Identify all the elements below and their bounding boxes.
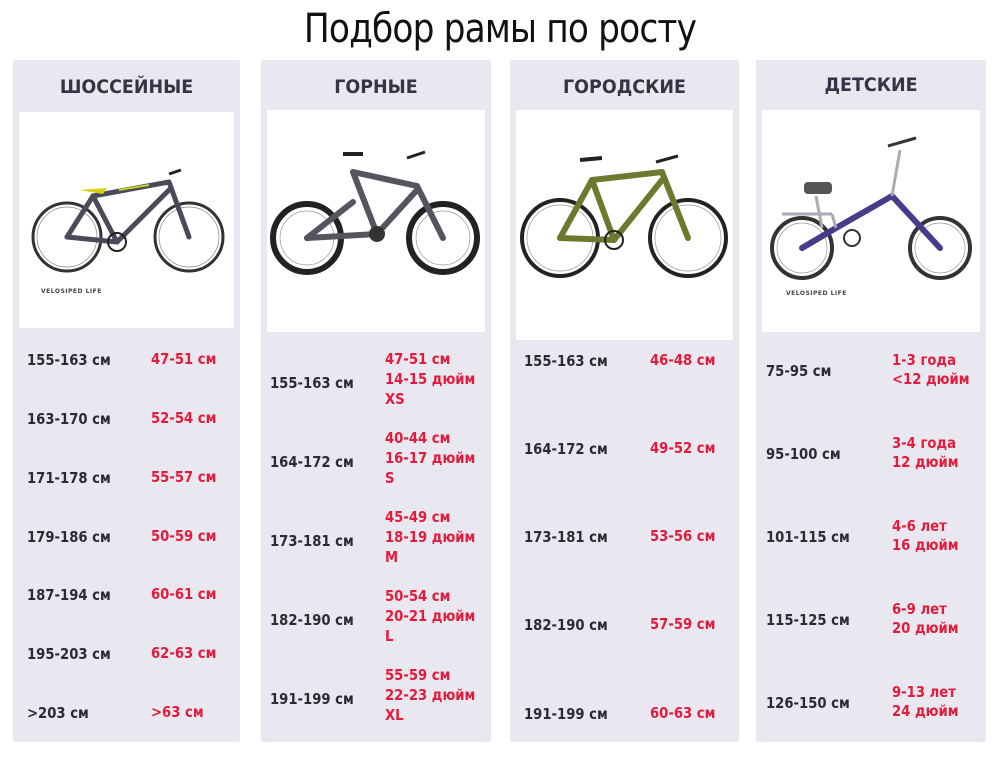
height-cell: 187-194 см — [27, 586, 111, 604]
logo-text: VELOSIPED LIFE — [41, 288, 102, 295]
size-cell: 16-17 дюйм — [385, 449, 476, 467]
size-cell: 20-21 дюйм — [385, 607, 476, 625]
height-cell: 164-172 см — [270, 453, 354, 471]
size-cell: 18-19 дюйм — [385, 528, 476, 546]
size-cell: 1-3 года — [892, 351, 956, 369]
height-cell: 163-170 см — [27, 410, 111, 428]
size-cell: 47-51 см — [385, 350, 451, 368]
size-cell: >63 см — [151, 703, 204, 721]
size-cell: 55-57 см — [151, 468, 217, 486]
size-cell: XS — [385, 390, 405, 408]
size-cell: S — [385, 469, 395, 487]
height-cell: 182-190 см — [270, 611, 354, 629]
size-cell: 46-48 см — [650, 351, 716, 369]
size-cell: 53-56 см — [650, 527, 716, 545]
height-cell: 164-172 см — [524, 440, 608, 458]
size-cell: XL — [385, 706, 404, 724]
size-cell: 57-59 см — [650, 615, 716, 633]
height-cell: 182-190 см — [524, 616, 608, 634]
height-cell: 195-203 см — [27, 645, 111, 663]
road-bike-image: VELOSIPED LIFE — [19, 112, 234, 328]
size-cell: 49-52 см — [650, 439, 716, 457]
size-cell: 16 дюйм — [892, 536, 959, 554]
logo-text: VELOSIPED LIFE — [786, 290, 847, 297]
mountain-bike-image — [267, 110, 485, 332]
column-road-header: ШОССЕЙНЫЕ — [59, 76, 194, 98]
height-cell: 155-163 см — [270, 374, 354, 392]
size-cell: 45-49 см — [385, 508, 451, 526]
size-cell: 47-51 см — [151, 350, 217, 368]
size-cell: 40-44 см — [385, 429, 451, 447]
height-cell: 179-186 см — [27, 528, 111, 546]
height-cell: 95-100 см — [766, 445, 841, 463]
height-cell: 101-115 см — [766, 528, 850, 546]
size-cell: 50-54 см — [385, 587, 451, 605]
size-cell: 14-15 дюйм — [385, 370, 476, 388]
height-cell: >203 см — [27, 704, 89, 722]
column-mountain-header: ГОРНЫЕ — [334, 76, 418, 98]
height-cell: 75-95 см — [766, 362, 832, 380]
size-cell: L — [385, 627, 394, 645]
size-cell: 24 дюйм — [892, 702, 959, 720]
height-cell: 173-181 см — [270, 532, 354, 550]
height-cell: 126-150 см — [766, 694, 850, 712]
size-cell: 52-54 см — [151, 409, 217, 427]
size-cell: 6-9 лет — [892, 600, 947, 618]
size-cell: 4-6 лет — [892, 517, 947, 535]
height-cell: 155-163 см — [27, 351, 111, 369]
height-cell: 115-125 см — [766, 611, 850, 629]
column-kids: ДЕТСКИЕ — [756, 60, 986, 742]
column-kids-header: ДЕТСКИЕ — [824, 74, 918, 96]
height-cell: 171-178 см — [27, 469, 111, 487]
size-cell: 3-4 года — [892, 434, 956, 452]
size-cell: 20 дюйм — [892, 619, 959, 637]
kids-bike-image: VELOSIPED LIFE — [762, 110, 980, 332]
size-cell: 22-23 дюйм — [385, 686, 476, 704]
height-cell: 173-181 см — [524, 528, 608, 546]
size-cell: 12 дюйм — [892, 453, 959, 471]
page-title: Подбор рамы по росту — [303, 6, 697, 52]
size-cell: 50-59 см — [151, 527, 217, 545]
size-cell: 60-63 см — [650, 704, 716, 722]
size-cell: 55-59 см — [385, 666, 451, 684]
size-cell: 62-63 см — [151, 644, 217, 662]
height-cell: 191-199 см — [524, 705, 608, 723]
column-mountain: ГОРНЫЕ 155-163 см 47 — [261, 60, 491, 742]
size-cell: 9-13 лет — [892, 683, 956, 701]
size-cell: <12 дюйм — [892, 370, 970, 388]
height-cell: 191-199 см — [270, 690, 354, 708]
city-bike-image — [516, 110, 733, 340]
height-cell: 155-163 см — [524, 352, 608, 370]
size-cell: M — [385, 548, 399, 566]
size-cell: 60-61 см — [151, 585, 217, 603]
column-city: ГОРОДСКИЕ 155-163 см — [510, 60, 739, 742]
column-road: ШОССЕЙНЫЕ — [13, 60, 240, 742]
column-city-header: ГОРОДСКИЕ — [563, 76, 686, 98]
